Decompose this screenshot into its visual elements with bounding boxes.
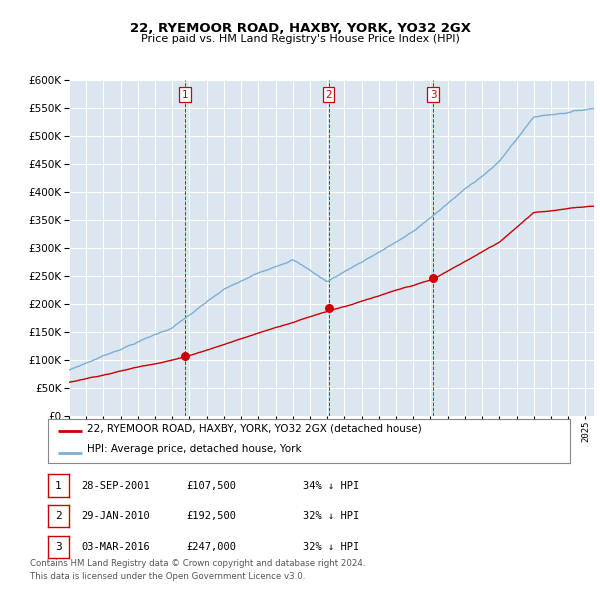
Text: HPI: Average price, detached house, York: HPI: Average price, detached house, York — [87, 444, 302, 454]
Text: 34% ↓ HPI: 34% ↓ HPI — [303, 481, 359, 490]
Text: This data is licensed under the Open Government Licence v3.0.: This data is licensed under the Open Gov… — [30, 572, 305, 581]
Text: £192,500: £192,500 — [186, 512, 236, 521]
Text: 1: 1 — [182, 90, 188, 100]
Text: 32% ↓ HPI: 32% ↓ HPI — [303, 512, 359, 521]
Text: 3: 3 — [55, 542, 62, 552]
Text: 2: 2 — [325, 90, 332, 100]
Text: 22, RYEMOOR ROAD, HAXBY, YORK, YO32 2GX (detached house): 22, RYEMOOR ROAD, HAXBY, YORK, YO32 2GX … — [87, 423, 422, 433]
Text: Price paid vs. HM Land Registry's House Price Index (HPI): Price paid vs. HM Land Registry's House … — [140, 34, 460, 44]
Text: £107,500: £107,500 — [186, 481, 236, 490]
Text: 3: 3 — [430, 90, 437, 100]
Point — [324, 303, 334, 313]
Text: Contains HM Land Registry data © Crown copyright and database right 2024.: Contains HM Land Registry data © Crown c… — [30, 559, 365, 568]
Text: 29-JAN-2010: 29-JAN-2010 — [81, 512, 150, 521]
Text: 2: 2 — [55, 512, 62, 521]
Text: 28-SEP-2001: 28-SEP-2001 — [81, 481, 150, 490]
Text: 03-MAR-2016: 03-MAR-2016 — [81, 542, 150, 552]
Text: 22, RYEMOOR ROAD, HAXBY, YORK, YO32 2GX: 22, RYEMOOR ROAD, HAXBY, YORK, YO32 2GX — [130, 22, 470, 35]
Text: £247,000: £247,000 — [186, 542, 236, 552]
Point — [180, 351, 190, 360]
Point — [428, 273, 438, 282]
Text: 32% ↓ HPI: 32% ↓ HPI — [303, 542, 359, 552]
Text: 1: 1 — [55, 481, 62, 490]
